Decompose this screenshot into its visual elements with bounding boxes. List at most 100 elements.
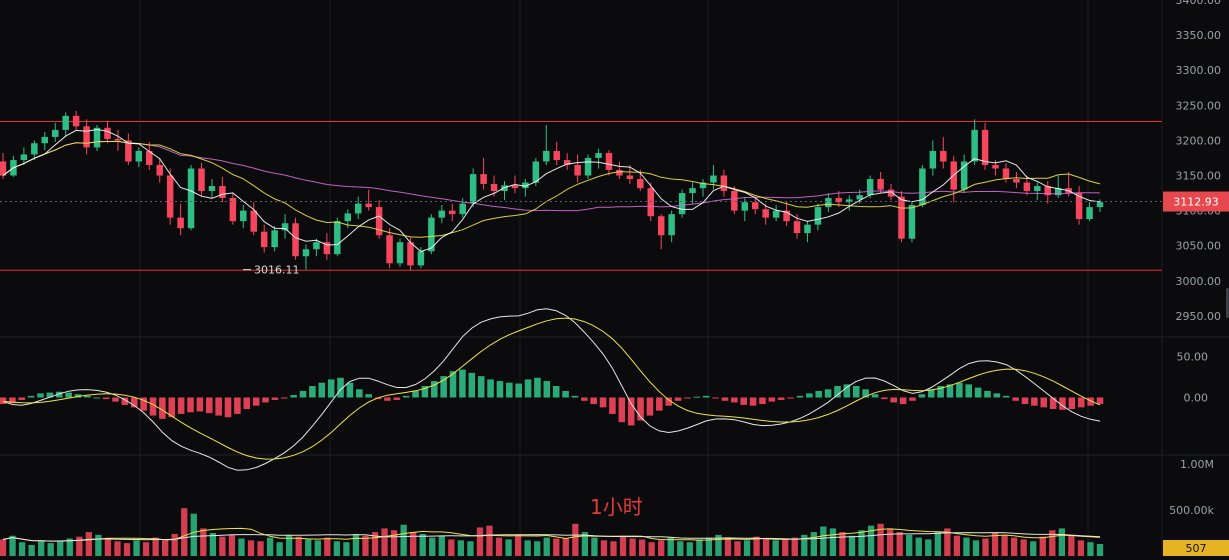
volume-bar [247,540,255,556]
y-tick-label: 3250.00 [1176,99,1222,112]
low-price-annotation: 3016.11 [254,264,300,277]
candle-body [605,153,613,170]
volume-bar [829,528,837,556]
volume-bar [658,540,665,556]
macd-bar [534,377,541,398]
macd-bar [421,386,429,398]
candle-body [334,221,341,255]
macd-bar [252,397,260,406]
volume-bar [152,537,159,556]
candle-body [772,210,780,218]
volume-bar [314,540,321,556]
macd-bar [843,384,851,398]
volume-bar [743,540,751,556]
macd-bar [337,377,344,398]
macd-bar [356,389,363,398]
volume-bar [85,532,93,556]
scroll-handle [1226,288,1229,318]
macd-histogram [0,369,1104,426]
interval-watermark: 1小时 [590,495,643,519]
macd-bar [281,397,288,399]
volume-bar [1096,544,1104,556]
volume-bar [1068,535,1075,556]
volume-bar [495,537,503,556]
macd-bar [102,397,110,400]
candle-body [825,197,832,208]
macd-bar [627,397,635,426]
y-tick-label: 3350.00 [1176,29,1222,42]
volume-bar [867,525,875,556]
candle-body [543,150,550,162]
candle-body [114,139,122,141]
macd-bar [787,397,794,399]
macd-bar [412,390,419,398]
volume-bar [572,523,579,556]
macd-bar [496,381,504,398]
candle-body [814,207,822,225]
candle-body [522,182,529,189]
macd-bar [196,397,204,412]
volume-bar [362,535,369,556]
macd-bar [215,397,222,416]
macd-bar [749,397,757,406]
volume-bar [562,538,569,556]
last-price-label: 3112.93 [1173,196,1219,209]
candle-body [940,150,947,162]
volume-bar [200,528,207,556]
volume-bar [295,536,302,556]
candle-body [595,153,602,158]
volume-bar [448,539,455,556]
volume-bar [1039,536,1046,556]
volume-bar [1049,530,1056,556]
macd-bar [0,397,7,405]
volume-bar [1058,528,1065,556]
macd-bar [121,397,129,405]
candle-body [41,136,49,144]
volume-bar [476,527,484,556]
macd-bar [271,397,279,400]
candle-body [156,164,163,176]
candle-body [720,175,728,191]
macd-bar [590,397,597,405]
volume-tick-label: 1.00M [1180,458,1214,471]
macd-bar [674,397,682,401]
macd-bar [1021,397,1029,405]
macd-bar [459,369,466,398]
macd-bar [599,397,607,408]
volume-bar [581,532,589,556]
candle-body [83,126,90,148]
candle-body [417,251,425,266]
volume-bar [171,533,178,556]
candle-body [678,193,686,215]
macd-bar [618,397,626,423]
candle-body [877,179,884,190]
macd-bar [1049,397,1057,409]
candle-body [919,168,926,206]
volume-bar [190,513,197,556]
candle-body [31,143,38,155]
volume-bar [753,536,760,556]
volume-bar [801,534,808,556]
macd-bar [1087,397,1094,406]
candle-body [292,223,299,257]
candle-body [856,195,863,200]
macd-bar [852,386,860,398]
candle-body [177,217,184,229]
macd-bar [37,393,44,398]
macd-bar [93,397,101,399]
macd-bar [702,395,710,398]
candle-body [1075,193,1083,220]
macd-bar [1068,397,1076,409]
candle-body [146,150,153,165]
candle-body [93,127,101,148]
volume-bar [1087,542,1094,556]
candle-body [1086,207,1093,220]
macd-bar [318,382,326,398]
ma-mid-line [2,140,1101,238]
volume-bar [133,540,140,556]
volume-bar [9,535,16,556]
volume-bar [18,542,26,556]
y-tick-label: 3300.00 [1176,64,1222,77]
